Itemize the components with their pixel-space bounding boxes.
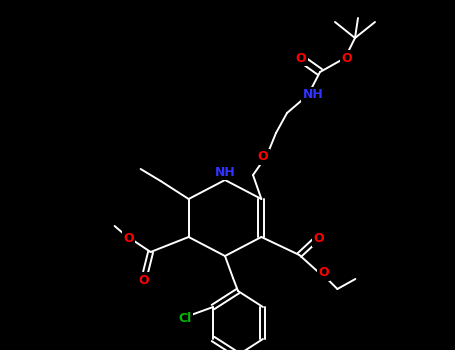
Text: O: O — [258, 150, 268, 163]
Text: NH: NH — [215, 166, 235, 178]
Text: O: O — [138, 273, 149, 287]
Text: O: O — [296, 51, 306, 64]
Text: O: O — [123, 231, 134, 245]
Text: O: O — [342, 51, 352, 64]
Text: O: O — [313, 232, 324, 245]
Text: O: O — [318, 266, 329, 280]
Text: Cl: Cl — [178, 313, 192, 326]
Text: NH: NH — [303, 89, 324, 101]
